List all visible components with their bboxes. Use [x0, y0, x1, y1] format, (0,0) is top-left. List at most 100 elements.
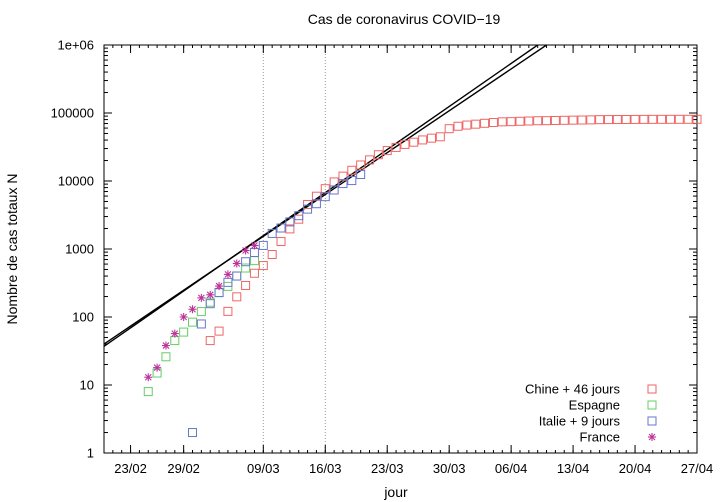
data-point [409, 137, 419, 147]
data-point [303, 199, 313, 209]
x-tick-label: 16/03 [309, 461, 342, 476]
y-tick-label: 10000 [58, 174, 94, 189]
chart-title: Cas de coronavirus COVID−19 [308, 11, 501, 27]
data-point [674, 114, 684, 124]
data-point [329, 185, 339, 195]
y-axis-label: Nombre de cas totaux N [4, 174, 20, 325]
x-tick-label: 27/04 [681, 461, 714, 476]
data-point [311, 199, 321, 209]
data-point [577, 115, 587, 125]
data-point [480, 118, 490, 128]
data-point [196, 319, 206, 329]
series-3 [188, 170, 366, 438]
data-point [294, 211, 304, 221]
data-point [215, 282, 224, 291]
data-point [258, 240, 268, 250]
data-point [197, 293, 206, 302]
data-point [294, 214, 304, 224]
data-point [515, 116, 525, 126]
x-tick-label: 29/02 [167, 461, 200, 476]
data-point [595, 115, 605, 125]
data-point [533, 116, 543, 126]
data-point [471, 119, 481, 129]
legend-label: Italie + 9 jours [539, 414, 621, 429]
data-point [488, 118, 498, 128]
data-point [232, 292, 242, 302]
data-point [232, 271, 242, 281]
data-point [418, 135, 428, 145]
data-point [161, 352, 171, 362]
data-point [568, 115, 578, 125]
data-point [267, 228, 277, 238]
data-point [161, 341, 170, 350]
data-point [586, 115, 596, 125]
x-tick-label: 09/03 [247, 461, 280, 476]
data-point [497, 117, 507, 127]
data-point [524, 116, 534, 126]
data-point [550, 115, 560, 125]
data-point [241, 257, 251, 267]
y-tick-label: 1 [87, 446, 94, 461]
data-point [214, 326, 224, 336]
data-point [444, 124, 454, 134]
data-point [453, 121, 463, 131]
data-point [648, 114, 658, 124]
data-point [400, 139, 410, 149]
data-point [285, 224, 295, 234]
y-tick-label: 1e+06 [57, 38, 94, 53]
series-4 [144, 241, 259, 382]
data-point [188, 428, 198, 438]
data-point [276, 237, 286, 247]
data-point [639, 114, 649, 124]
legend-marker [647, 400, 657, 410]
series-1 [205, 114, 702, 346]
data-point [347, 176, 357, 186]
y-tick-label: 10 [80, 378, 94, 393]
data-point [347, 165, 357, 175]
data-point [612, 115, 622, 125]
data-point [179, 313, 188, 321]
data-point [223, 306, 233, 316]
y-tick-label: 100 [72, 310, 94, 325]
data-point [250, 241, 259, 250]
data-point [232, 271, 242, 281]
data-point [179, 327, 189, 337]
data-point [559, 115, 569, 125]
data-point [143, 387, 153, 397]
x-tick-label: 23/03 [371, 461, 404, 476]
data-point [223, 270, 232, 279]
data-point [249, 268, 259, 278]
data-point [285, 217, 295, 227]
data-point [232, 259, 241, 268]
data-point [206, 290, 215, 299]
fit-line-2 [104, 45, 547, 345]
data-point [338, 171, 348, 181]
data-point [241, 263, 251, 273]
data-point [683, 114, 693, 124]
x-axis-label: jour [383, 484, 408, 500]
y-tick-label: 100000 [51, 106, 94, 121]
x-tick-label: 13/04 [557, 461, 590, 476]
data-point [356, 170, 366, 180]
data-point [542, 116, 552, 126]
legend-marker [647, 384, 657, 394]
data-point [258, 261, 268, 271]
data-point [665, 114, 675, 124]
legend-label: Chine + 46 jours [525, 382, 621, 397]
data-point [506, 117, 516, 127]
legend-label: France [580, 430, 620, 445]
legend-label: Espagne [569, 398, 620, 413]
data-point [188, 305, 197, 314]
data-point [391, 142, 401, 152]
data-point [435, 132, 445, 142]
data-point [630, 114, 640, 124]
data-point [276, 223, 286, 233]
data-point [144, 373, 153, 382]
legend-marker [648, 433, 656, 441]
data-point [249, 248, 259, 258]
data-point [196, 307, 206, 317]
data-point [241, 280, 251, 290]
data-point [382, 146, 392, 156]
data-point [621, 114, 631, 124]
